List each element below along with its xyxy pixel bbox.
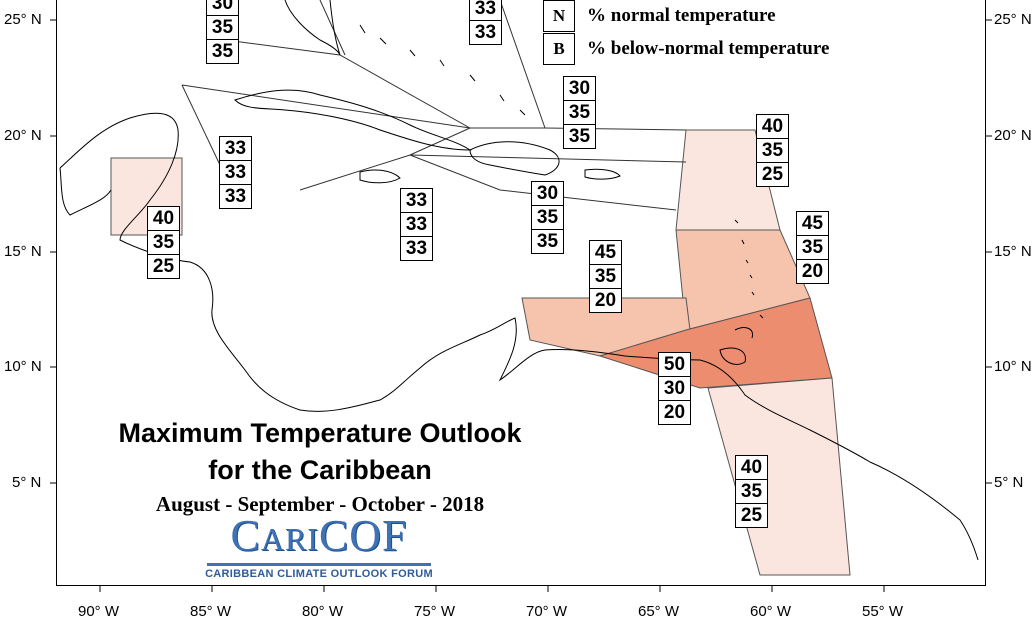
- lon-label-70w: 70° W: [526, 603, 568, 620]
- prob-value: 35: [531, 205, 564, 230]
- prob-value: 40: [147, 206, 180, 231]
- prob-value: 33: [400, 236, 433, 261]
- prob-box-belize: 40 35 25: [147, 206, 180, 279]
- prob-value: 35: [563, 100, 596, 125]
- prob-box-puerto-rico: 30 35 35: [531, 181, 564, 254]
- lat-label-25n-right: 25° N: [994, 11, 1032, 28]
- caricof-logo-wordmark: CARICOF: [203, 512, 435, 563]
- lat-label-5n-left: 5° N: [12, 474, 42, 491]
- prob-value: 35: [147, 230, 180, 255]
- map-frame: [56, 0, 986, 586]
- prob-value: 25: [147, 254, 180, 279]
- prob-value: 35: [589, 264, 622, 289]
- prob-box-leeward-islands: 40 35 25: [756, 114, 789, 187]
- prob-value: 35: [206, 39, 239, 64]
- prob-value: 20: [796, 259, 829, 284]
- prob-value: 45: [589, 240, 622, 265]
- lat-label-15n-right: 15° N: [994, 243, 1032, 260]
- prob-value: 33: [469, 20, 502, 45]
- region-boundaries: [181, 0, 687, 211]
- lon-label-65w: 65° W: [638, 603, 680, 620]
- prob-value: 35: [206, 15, 239, 40]
- prob-value: 35: [735, 479, 768, 504]
- prob-value: 25: [756, 162, 789, 187]
- legend-text-normal: % normal temperature: [587, 5, 776, 26]
- legend-key-below: B: [543, 33, 575, 65]
- logo-rule: [207, 563, 431, 566]
- map-period: August - September - October - 2018: [155, 492, 485, 516]
- prob-value: 20: [589, 288, 622, 313]
- lat-label-10n-left: 10° N: [4, 358, 42, 375]
- lat-label-25n-left: 25° N: [4, 11, 42, 28]
- prob-box-hispaniola-north: 30 35 35: [563, 76, 596, 149]
- logo-letter-c: C: [230, 511, 261, 560]
- prob-value: 35: [796, 235, 829, 260]
- prob-value: 33: [219, 136, 252, 161]
- prob-box-jamaica: 33 33 33: [400, 188, 433, 261]
- lon-label-90w: 90° W: [78, 603, 120, 620]
- prob-value: 40: [735, 455, 768, 480]
- prob-value: 45: [796, 211, 829, 236]
- lat-label-15n-left: 15° N: [4, 243, 42, 260]
- prob-value: 30: [563, 76, 596, 101]
- prob-value: 40: [756, 114, 789, 139]
- prob-value: 30: [658, 376, 691, 401]
- caricof-logo: CARICOF CARIBBEAN CLIMATE OUTLOOK FORUM: [203, 512, 435, 581]
- logo-letters-ari: ARI: [260, 521, 319, 557]
- lon-label-75w: 75° W: [414, 603, 456, 620]
- prob-value: 20: [658, 400, 691, 425]
- logo-letters-cof: COF: [318, 511, 408, 560]
- prob-value: 33: [219, 184, 252, 209]
- graticule-ticks: [50, 19, 992, 592]
- lat-label-20n-right: 20° N: [994, 127, 1032, 144]
- legend-normal: N % normal temperature: [543, 0, 776, 32]
- lat-label-5n-right: 5° N: [994, 474, 1024, 491]
- prob-value: 35: [563, 124, 596, 149]
- lon-label-60w: 60° W: [750, 603, 792, 620]
- legend-below-normal: B % below-normal temperature: [543, 33, 829, 65]
- prob-value: 30: [206, 0, 239, 16]
- prob-box-trinidad-tobago: 50 30 20: [658, 352, 691, 425]
- prob-value: 50: [658, 352, 691, 377]
- lon-label-80w: 80° W: [302, 603, 344, 620]
- prob-value: 30: [531, 181, 564, 206]
- map-title-line1: Maximum Temperature Outlook: [118, 418, 522, 448]
- prob-box-turks-caicos: 33 33: [469, 0, 502, 45]
- prob-value: 33: [469, 0, 502, 21]
- legend-key-normal: N: [543, 0, 575, 32]
- prob-value: 35: [756, 138, 789, 163]
- prob-box-bahamas-north: 30 35 35: [206, 0, 239, 64]
- lat-label-20n-left: 20° N: [4, 127, 42, 144]
- logo-subtitle: CARIBBEAN CLIMATE OUTLOOK FORUM: [205, 568, 433, 580]
- coastlines: [59, 0, 979, 561]
- prob-value: 35: [531, 229, 564, 254]
- lat-label-10n-right: 10° N: [994, 358, 1032, 375]
- lon-label-85w: 85° W: [190, 603, 232, 620]
- prob-value: 33: [400, 188, 433, 213]
- prob-value: 33: [400, 212, 433, 237]
- prob-box-guianas: 40 35 25: [735, 455, 768, 528]
- legend-text-below: % below-normal temperature: [587, 38, 830, 59]
- map-title-line2: for the Caribbean: [208, 455, 432, 485]
- prob-value: 25: [735, 503, 768, 528]
- lon-label-55w: 55° W: [862, 603, 904, 620]
- prob-value: 33: [219, 160, 252, 185]
- prob-box-windward-islands: 45 35 20: [796, 211, 829, 284]
- prob-box-abc-islands: 45 35 20: [589, 240, 622, 313]
- prob-box-cuba: 33 33 33: [219, 136, 252, 209]
